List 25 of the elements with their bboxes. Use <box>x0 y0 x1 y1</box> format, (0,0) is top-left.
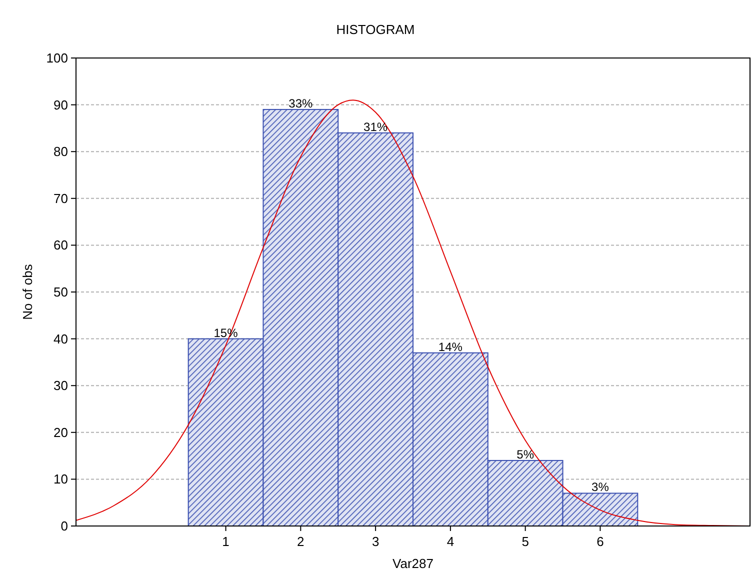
x-tick-label: 4 <box>446 534 454 549</box>
x-tick-label: 6 <box>596 534 604 549</box>
y-tick-label: 50 <box>54 284 68 300</box>
y-tick-label: 40 <box>54 331 68 346</box>
x-tick-label: 1 <box>222 534 230 549</box>
x-tick-label: 2 <box>297 534 304 549</box>
annotation: 33% <box>288 96 313 110</box>
y-tick-label: 10 <box>54 472 68 487</box>
annotation: 14% <box>438 340 463 354</box>
chart-title: HISTOGRAM <box>336 22 415 37</box>
x-tick-label: 5 <box>522 534 529 549</box>
x-axis-title: Var287 <box>392 556 434 571</box>
y-tick-label: 80 <box>54 144 68 160</box>
annotation: 5% <box>516 447 534 462</box>
x-tick-label: 3 <box>372 534 380 549</box>
y-tick-label: 30 <box>54 378 68 394</box>
y-tick-label: 90 <box>54 97 68 112</box>
y-tick-label: 70 <box>54 190 68 206</box>
y-tick-label: 0 <box>60 518 68 534</box>
y-tick-label: 60 <box>54 238 68 253</box>
y-tick-label: 20 <box>54 424 68 440</box>
annotation: 3% <box>592 480 610 494</box>
y-axis-title: No of obs <box>20 264 35 320</box>
y-tick-label: 100 <box>46 50 68 66</box>
annotation: 31% <box>364 120 388 134</box>
